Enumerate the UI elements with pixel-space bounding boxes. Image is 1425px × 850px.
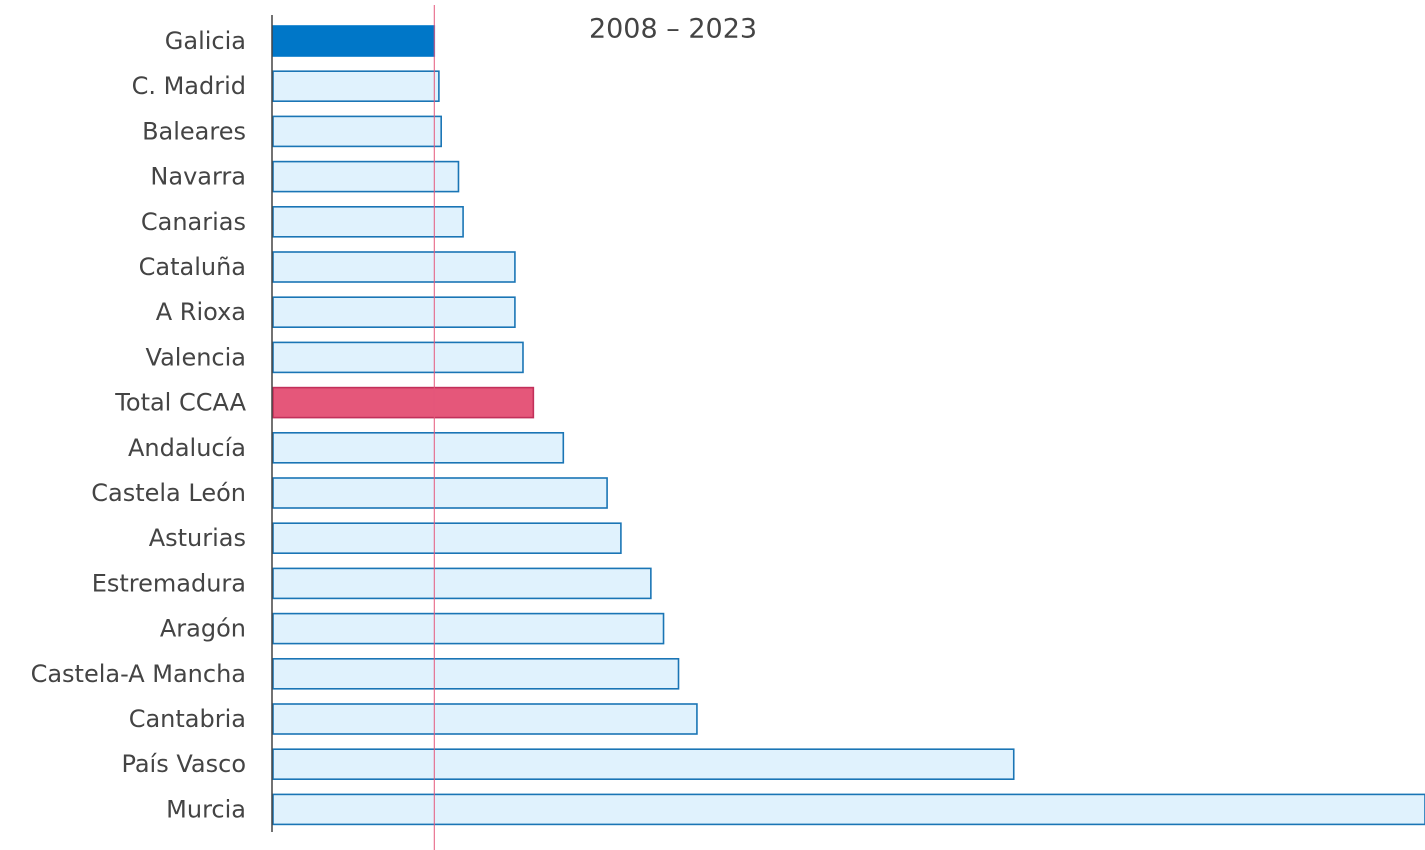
chart-title: 2008 – 2023 bbox=[589, 14, 757, 45]
category-label: Castela-A Mancha bbox=[31, 660, 246, 688]
category-label: C. Madrid bbox=[132, 72, 246, 100]
bar bbox=[272, 341, 524, 374]
bar bbox=[272, 115, 442, 148]
category-label: Estremadura bbox=[92, 569, 246, 597]
bar bbox=[272, 70, 440, 102]
bar bbox=[272, 386, 535, 419]
bar bbox=[272, 748, 1015, 781]
category-label: Canarias bbox=[141, 208, 246, 236]
category-label: Asturias bbox=[149, 524, 246, 552]
bar bbox=[272, 431, 565, 464]
category-label: País Vasco bbox=[121, 750, 246, 778]
bar bbox=[272, 793, 1425, 826]
category-label: Galicia bbox=[165, 27, 246, 55]
category-label: Total CCAA bbox=[114, 389, 246, 417]
category-label: Andalucía bbox=[128, 434, 246, 462]
category-label: Cantabria bbox=[129, 705, 246, 733]
bar bbox=[272, 477, 608, 509]
category-label: Valencia bbox=[146, 343, 246, 371]
bar bbox=[272, 160, 460, 193]
bar bbox=[272, 296, 516, 329]
category-label: Castela León bbox=[91, 479, 246, 507]
bar bbox=[272, 522, 622, 555]
bar bbox=[272, 251, 516, 283]
category-label: Cataluña bbox=[139, 253, 246, 281]
category-label: A Rioxa bbox=[156, 298, 246, 326]
bar bbox=[272, 206, 464, 238]
category-label: Navarra bbox=[150, 163, 246, 191]
bar bbox=[272, 25, 436, 57]
category-label: Murcia bbox=[166, 795, 246, 823]
category-label: Baleares bbox=[142, 117, 246, 145]
bar bbox=[272, 612, 665, 645]
bar bbox=[272, 567, 652, 600]
category-label: Aragón bbox=[160, 615, 246, 643]
bar bbox=[272, 657, 680, 690]
bar bbox=[272, 703, 698, 735]
